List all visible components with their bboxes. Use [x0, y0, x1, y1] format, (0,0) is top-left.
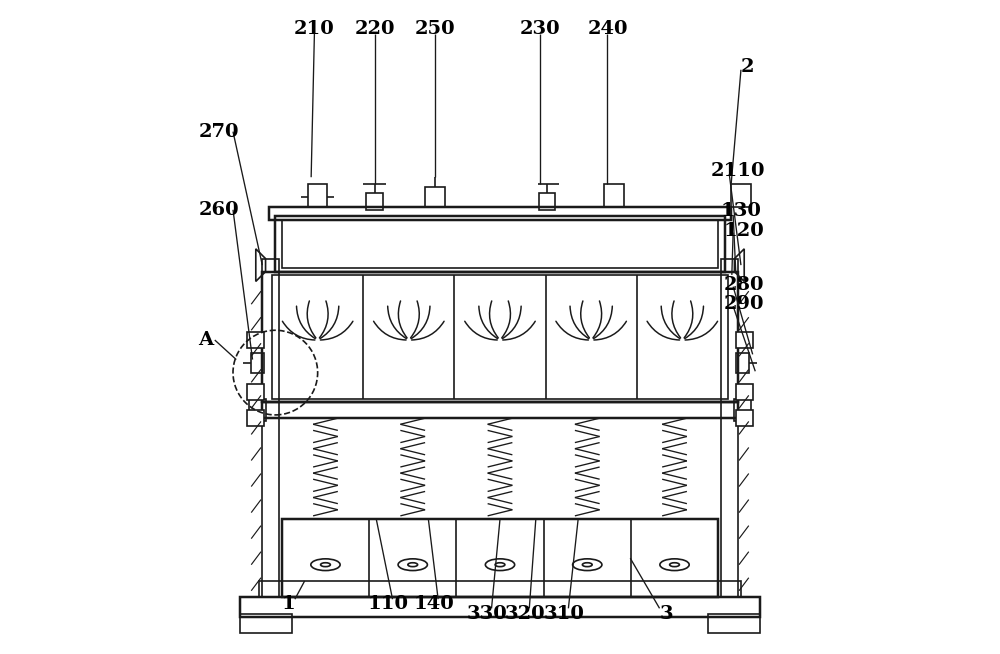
Bar	[366, 194, 383, 210]
Bar	[247, 410, 264, 426]
Bar	[262, 271, 738, 402]
Bar	[708, 613, 760, 633]
Bar	[259, 581, 741, 597]
Bar	[731, 184, 751, 207]
Bar	[736, 353, 749, 373]
Text: 310: 310	[543, 604, 584, 623]
Bar	[736, 385, 753, 400]
Bar	[247, 385, 264, 400]
Text: 230: 230	[520, 20, 561, 38]
Bar	[539, 194, 555, 210]
Bar	[262, 258, 279, 597]
Bar	[275, 216, 725, 271]
Bar	[240, 613, 292, 633]
Text: 210: 210	[294, 20, 335, 38]
Text: 140: 140	[413, 594, 454, 613]
Bar	[269, 207, 731, 220]
Bar	[604, 184, 624, 207]
Text: 240: 240	[587, 20, 628, 38]
Text: 220: 220	[355, 20, 395, 38]
Bar	[282, 220, 718, 268]
Text: A: A	[198, 331, 213, 349]
Text: 1: 1	[281, 594, 295, 613]
Text: 3: 3	[659, 604, 673, 623]
Bar	[282, 519, 718, 597]
Text: 120: 120	[724, 222, 765, 239]
Text: 320: 320	[504, 604, 545, 623]
Bar	[721, 258, 738, 597]
Bar	[272, 275, 728, 399]
Text: 330: 330	[467, 604, 507, 623]
Bar	[736, 410, 753, 426]
Bar	[247, 332, 264, 348]
Bar	[251, 353, 264, 373]
Text: 2: 2	[741, 58, 754, 75]
Text: 260: 260	[198, 201, 239, 219]
Text: 280: 280	[724, 276, 764, 294]
Text: 290: 290	[724, 295, 764, 313]
Text: 110: 110	[367, 594, 408, 613]
Bar	[262, 402, 738, 418]
Bar	[240, 597, 760, 617]
Text: 250: 250	[415, 20, 455, 38]
Text: 270: 270	[198, 123, 239, 141]
Bar	[425, 187, 445, 207]
Bar	[308, 184, 327, 207]
Bar	[249, 399, 266, 421]
Text: 130: 130	[721, 202, 761, 220]
Bar	[736, 332, 753, 348]
Bar	[734, 399, 751, 421]
Text: 2110: 2110	[710, 162, 765, 180]
